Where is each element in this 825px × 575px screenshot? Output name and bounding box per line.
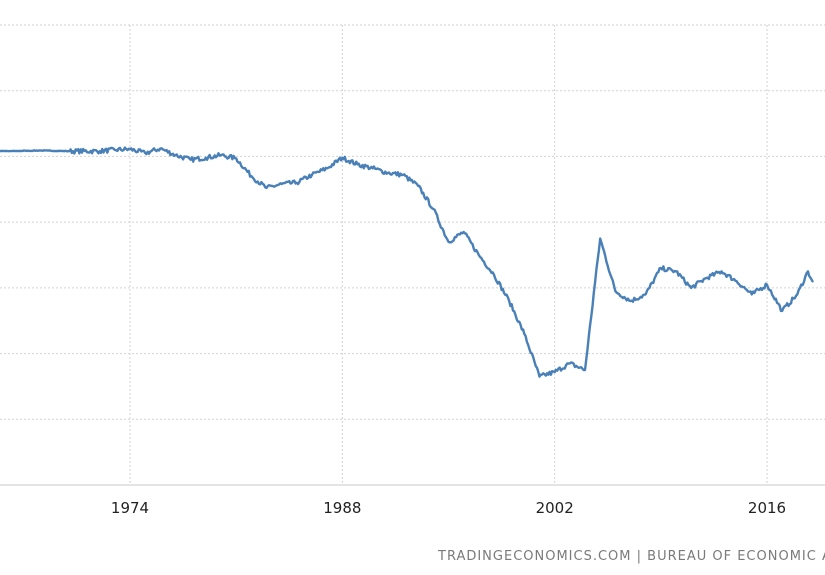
- x-tick-label: 2002: [536, 499, 574, 517]
- x-tick-label: 1974: [111, 499, 149, 517]
- line-chart: 1974 1988 2002 2016: [0, 24, 825, 517]
- source-attribution: TRADINGECONOMICS.COM | BUREAU OF ECONOMI…: [438, 549, 825, 564]
- series-line: [0, 146, 814, 378]
- chart-grid: [0, 24, 825, 486]
- x-tick-label: 1988: [323, 499, 361, 517]
- x-tick-label: 2016: [748, 499, 786, 517]
- x-axis-ticks: 1974 1988 2002 2016: [111, 499, 786, 517]
